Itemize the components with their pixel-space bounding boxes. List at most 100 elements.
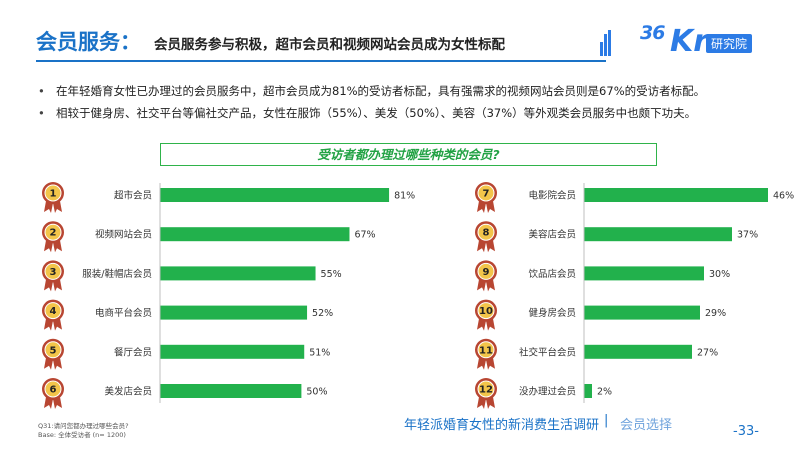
badge-ribbon-left (44, 357, 53, 370)
rank-badge-icon: 11 (475, 338, 497, 370)
value-label: 67% (354, 230, 375, 241)
bar-row: 9 饮品店会员 30% (475, 260, 730, 292)
page-subtitle: 会员服务参与积极，超市会员和视频网站会员成为女性标配 (154, 37, 505, 53)
badge-ribbon-left (477, 201, 486, 213)
bar-row: 6 美发店会员 50% (42, 378, 328, 409)
footer-separator: | (604, 413, 609, 428)
title-underline (36, 60, 606, 62)
badge-ribbon-left (477, 279, 486, 292)
category-label: 电商平台会员 (95, 307, 152, 319)
badge-ribbon-right (53, 318, 62, 331)
bar (584, 188, 768, 202)
bar (584, 266, 704, 281)
category-label: 没办理过会员 (519, 386, 576, 398)
rank-badge-icon: 8 (475, 221, 497, 253)
rank-number: 6 (50, 385, 57, 396)
bar-row: 1 超市会员 81% (42, 182, 415, 213)
badge-ribbon-right (53, 240, 62, 253)
bullet-item: 在年轻婚育女性已办理过的会员服务中，超市会员成为81%的受访者标配，具有强需求的… (36, 80, 776, 102)
bar-row: 11 社交平台会员 27% (475, 338, 718, 370)
rank-badge-icon: 1 (42, 182, 64, 213)
category-label: 服装/鞋帽店会员 (82, 268, 152, 280)
badge-inner-disc (44, 262, 62, 280)
bar (160, 266, 316, 281)
rank-badge-icon: 10 (475, 299, 497, 331)
badge-ribbon-right (53, 279, 62, 292)
category-label: 超市会员 (114, 190, 152, 202)
value-label: 52% (312, 308, 333, 319)
badge-ribbon-left (44, 318, 53, 331)
rank-number: 7 (483, 189, 490, 200)
bar-row: 5 餐厅会员 51% (42, 338, 330, 370)
bullet-item: 相较于健身房、社交平台等偏社交产品，女性在服饰（55%）、美发（50%）、美容（… (36, 102, 776, 124)
value-label: 51% (309, 347, 330, 358)
badge-ribbon-left (477, 240, 486, 253)
bar-row: 7 电影院会员 46% (475, 182, 794, 213)
category-label: 饮品店会员 (528, 268, 576, 280)
category-label: 美发店会员 (104, 386, 152, 398)
rank-badge-icon: 4 (42, 299, 64, 331)
badge-inner-disc (477, 380, 495, 398)
rank-badge-icon: 3 (42, 260, 64, 292)
rank-number: 1 (50, 189, 57, 200)
badge-ribbon-left (477, 357, 486, 370)
rank-badge-icon: 6 (42, 378, 64, 409)
badge-ribbon-left (44, 279, 53, 292)
badge-ribbon-right (486, 357, 495, 370)
chart-title: 受访者都办理过哪些种类的会员? (160, 143, 657, 166)
bar (584, 384, 592, 398)
badge-ribbon-right (486, 240, 495, 253)
badge-ribbon-left (477, 397, 486, 409)
rank-badge-icon: 12 (475, 378, 497, 409)
bar (160, 384, 302, 398)
badge-inner-disc (44, 341, 62, 359)
badge-ribbon-right (486, 201, 495, 213)
rank-badge-icon: 2 (42, 221, 64, 253)
badge-inner-disc (44, 184, 62, 202)
bullet-list: 在年轻婚育女性已办理过的会员服务中，超市会员成为81%的受访者标配，具有强需求的… (36, 80, 776, 124)
rank-badge-icon: 7 (475, 182, 497, 213)
category-label: 视频网站会员 (95, 229, 152, 241)
rank-number: 9 (483, 267, 490, 278)
bar (584, 227, 732, 242)
badge-ribbon-right (486, 397, 495, 409)
badge-ribbon-left (44, 397, 53, 409)
value-label: 29% (705, 308, 726, 319)
rank-number: 3 (50, 267, 57, 278)
bar-row: 10 健身房会员 29% (475, 299, 726, 331)
bar-row: 3 服装/鞋帽店会员 55% (42, 260, 342, 292)
bar (584, 344, 692, 359)
rank-number: 8 (483, 228, 490, 239)
bar (160, 344, 305, 359)
footnote: Q31:请问您都办理过哪些会员? Base: 全体受访者 (n= 1200) (38, 422, 129, 440)
bar (160, 227, 350, 242)
bar (584, 305, 700, 320)
category-label: 社交平台会员 (519, 346, 576, 358)
header: 会员服务： 会员服务参与积极，超市会员和视频网站会员成为女性标配 (36, 24, 616, 62)
rank-badge-icon: 9 (475, 260, 497, 292)
rank-number: 5 (50, 345, 57, 356)
footer-report-title: 年轻派婚育女性的新消费生活调研 (404, 418, 600, 433)
footer-section: 会员选择 (620, 418, 673, 433)
badge-ribbon-right (53, 357, 62, 370)
rank-number: 10 (479, 306, 493, 317)
rank-number: 12 (479, 385, 493, 396)
badge-inner-disc (477, 184, 495, 202)
rank-number: 11 (479, 345, 493, 356)
bar-chart-icon (600, 30, 612, 56)
bar-row: 12 没办理过会员 2% (475, 378, 612, 409)
bar-row: 4 电商平台会员 52% (42, 299, 333, 331)
page-number: -33- (733, 424, 759, 439)
value-label: 37% (737, 230, 758, 241)
logo-kr: Kr (670, 24, 709, 59)
value-label: 2% (597, 387, 612, 398)
badge-inner-disc (44, 380, 62, 398)
category-label: 健身房会员 (528, 307, 576, 319)
badge-ribbon-right (486, 318, 495, 331)
value-label: 50% (306, 387, 327, 398)
badge-inner-disc (44, 302, 62, 320)
logo-badge: 研究院 (706, 34, 753, 53)
footnote-question: Q31:请问您都办理过哪些会员? (38, 422, 129, 430)
badge-ribbon-left (44, 240, 53, 253)
